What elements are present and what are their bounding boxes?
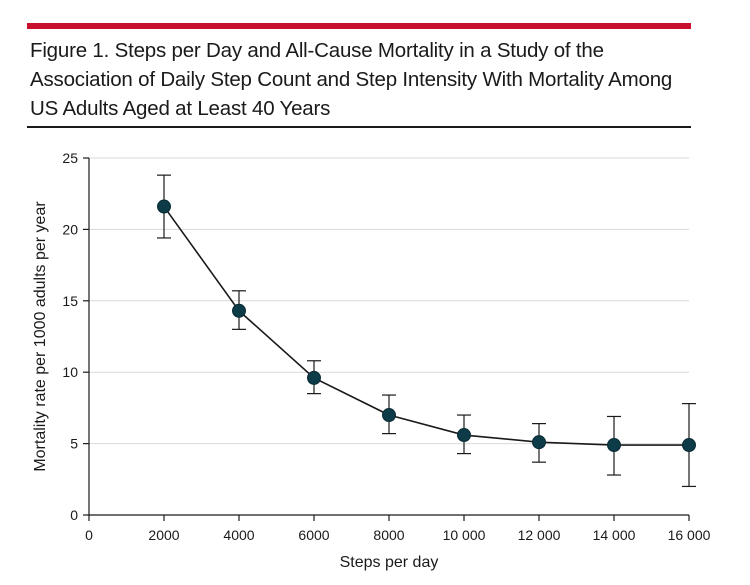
y-tick-label: 10: [62, 364, 78, 380]
error-bars: [157, 174, 696, 488]
x-tick-label: 2000: [148, 527, 179, 543]
data-point: [232, 303, 246, 318]
data-point: [382, 408, 396, 423]
axes: [88, 158, 689, 516]
x-tick-label: 8000: [373, 527, 404, 543]
y-axis-label: Mortality rate per 1000 adults per year: [32, 201, 49, 472]
accent-bar: [27, 23, 691, 29]
x-tick-label: 14 000: [593, 527, 636, 543]
data-point: [457, 428, 471, 443]
y-axis-ticks: 0 5 10 15 20 25: [62, 150, 89, 523]
data-point: [682, 438, 696, 453]
figure-title: Figure 1. Steps per Day and All-Cause Mo…: [30, 39, 673, 120]
y-tick-label: 20: [62, 221, 78, 237]
y-tick-label: 0: [70, 507, 78, 523]
y-tick-label: 5: [70, 436, 78, 452]
y-tick-label: 25: [62, 150, 78, 166]
data-point: [157, 199, 171, 214]
x-tick-label: 12 000: [518, 527, 561, 543]
x-axis-label: Steps per day: [340, 554, 439, 571]
x-tick-label: 0: [85, 527, 93, 543]
data-points: [157, 199, 696, 453]
x-tick-label: 10 000: [443, 527, 486, 543]
data-point: [607, 438, 621, 453]
x-tick-label: 4000: [223, 527, 254, 543]
data-point: [307, 370, 321, 385]
data-point: [532, 435, 546, 450]
y-tick-label: 15: [62, 293, 78, 309]
x-axis-ticks: 0 2000 4000 6000 8000 10 000 12 000 14 000 16 00…: [85, 515, 711, 543]
series-line: [163, 206, 689, 446]
x-tick-label: 16 000: [668, 527, 711, 543]
title-rule: [27, 126, 691, 128]
x-tick-label: 6000: [298, 527, 329, 543]
